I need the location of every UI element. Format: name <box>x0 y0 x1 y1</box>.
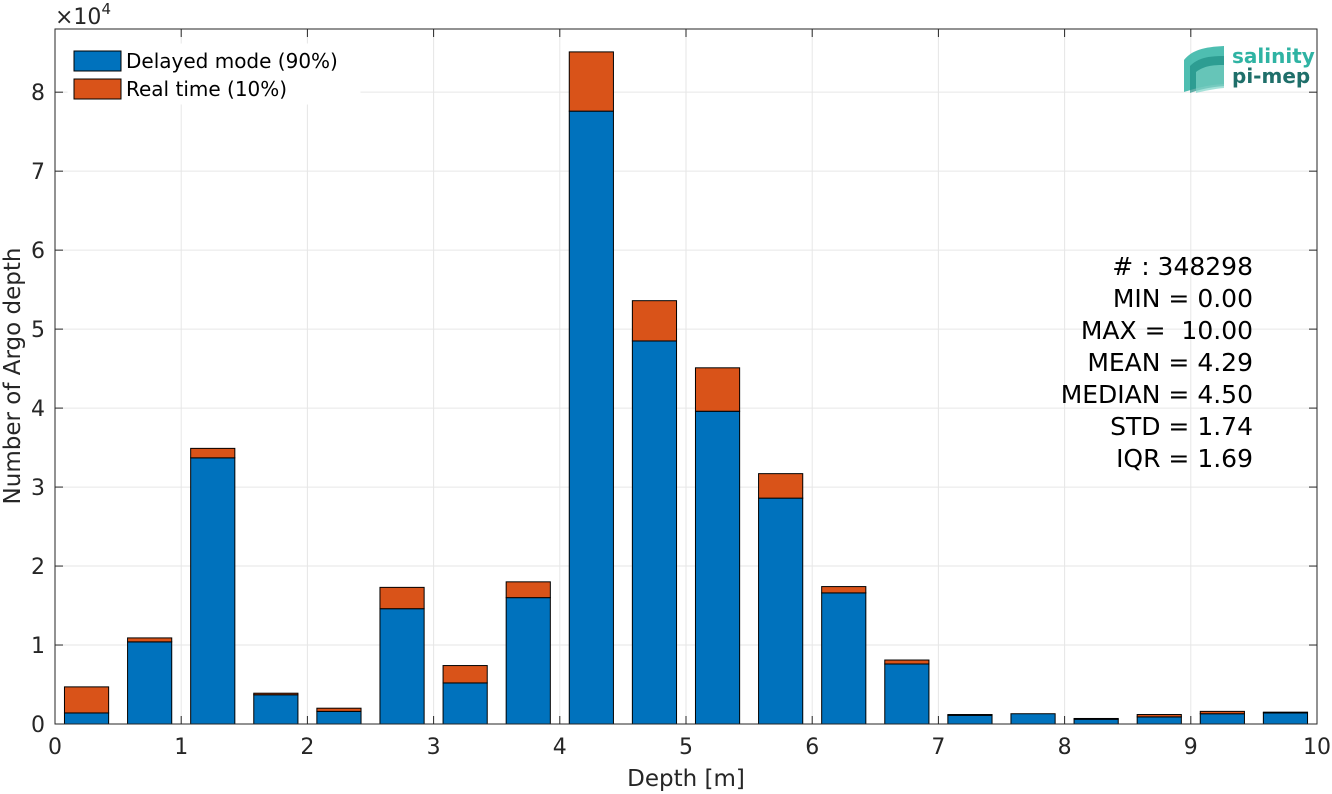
x-tick-label: 4 <box>553 735 567 760</box>
bar-real-time <box>758 473 804 499</box>
bar-real-time <box>379 586 425 610</box>
stat-median: MEDIAN = 4.50 <box>1061 380 1253 409</box>
bar-real-time <box>1073 717 1119 720</box>
bar-delayed-mode <box>568 110 614 725</box>
y-axis-ticks: 0 1 2 3 4 5 6 7 8 <box>31 81 1317 738</box>
bar-real-time <box>127 637 173 643</box>
bars <box>63 51 1309 725</box>
legend-swatch-realtime <box>73 78 122 100</box>
x-tick-label: 7 <box>931 735 945 760</box>
stat-count: # : 348298 <box>1112 252 1253 281</box>
bar-real-time <box>568 51 614 112</box>
y-multiplier: ×104 <box>55 0 111 30</box>
x-tick-label: 9 <box>1184 735 1198 760</box>
stat-max: MAX = 10.00 <box>1081 316 1253 345</box>
salinity-pi-mep-logo: salinity pi-mep <box>1184 44 1315 93</box>
y-tick-label: 6 <box>31 239 45 264</box>
bar-delayed-mode <box>1010 713 1056 725</box>
x-tick-label: 5 <box>679 735 693 760</box>
y-tick-label: 3 <box>31 476 45 501</box>
bar-real-time <box>1262 711 1309 714</box>
legend-label-delayed: Delayed mode (90%) <box>126 49 338 73</box>
stat-std: STD = 1.74 <box>1110 412 1253 441</box>
bar-delayed-mode <box>63 712 110 725</box>
bar-delayed-mode <box>505 597 551 725</box>
legend-swatch-delayed <box>73 50 122 72</box>
stat-mean: MEAN = 4.29 <box>1087 348 1253 377</box>
bar-real-time <box>190 447 236 459</box>
bar-real-time <box>316 707 362 712</box>
bar-delayed-mode <box>442 682 488 725</box>
x-tick-label: 2 <box>300 735 314 760</box>
y-tick-label: 4 <box>31 397 45 422</box>
bar-delayed-mode <box>758 497 804 725</box>
stat-iqr: IQR = 1.69 <box>1116 444 1253 473</box>
bar-delayed-mode <box>631 340 678 725</box>
bar-delayed-mode <box>316 710 362 725</box>
bar-delayed-mode <box>1136 716 1182 725</box>
stats-annotation: # : 348298 MIN = 0.00 MAX = 10.00 MEAN =… <box>1061 252 1253 473</box>
x-tick-label: 10 <box>1303 735 1331 760</box>
bar-real-time <box>253 692 299 696</box>
legend: Delayed mode (90%) Real time (10%) <box>67 43 361 105</box>
bar-delayed-mode <box>947 714 993 725</box>
wave-logo-icon <box>1184 46 1224 93</box>
bar-real-time <box>63 686 110 714</box>
y-axis-label: Number of Argo depth <box>0 248 26 505</box>
bar-real-time <box>694 367 741 412</box>
y-tick-label: 2 <box>31 555 45 580</box>
bar-delayed-mode <box>190 457 236 725</box>
bar-delayed-mode <box>127 641 173 725</box>
bar-real-time <box>821 586 867 594</box>
x-axis-ticks: 0 1 2 3 4 5 6 7 8 9 10 <box>48 29 1331 760</box>
x-axis-label: Depth [m] <box>627 766 745 792</box>
x-tick-label: 0 <box>48 735 62 760</box>
bar-real-time <box>1136 714 1182 718</box>
bar-real-time <box>947 714 993 716</box>
y-tick-label: 8 <box>31 81 45 106</box>
bar-real-time <box>442 665 488 684</box>
bar-delayed-mode <box>1073 718 1119 725</box>
x-tick-label: 1 <box>174 735 188 760</box>
y-tick-label: 0 <box>31 713 45 738</box>
x-tick-label: 8 <box>1058 735 1072 760</box>
y-tick-label: 7 <box>31 160 45 185</box>
bar-real-time <box>631 300 678 342</box>
bar-delayed-mode <box>1199 713 1245 725</box>
y-multiplier-exponent: 4 <box>101 0 111 18</box>
bar-delayed-mode <box>253 694 299 725</box>
bar-delayed-mode <box>1262 712 1309 725</box>
y-tick-label: 1 <box>31 634 45 659</box>
x-tick-label: 3 <box>427 735 441 760</box>
bar-delayed-mode <box>884 663 930 725</box>
bar-delayed-mode <box>379 608 425 725</box>
bar-real-time <box>505 581 551 599</box>
bar-delayed-mode <box>821 592 867 725</box>
y-tick-label: 5 <box>31 318 45 343</box>
bar-delayed-mode <box>694 410 741 725</box>
logo-text-pi-mep: pi-mep <box>1232 64 1310 88</box>
bar-real-time <box>884 659 930 665</box>
stat-min: MIN = 0.00 <box>1113 284 1253 313</box>
bar-real-time <box>1199 710 1245 715</box>
legend-label-realtime: Real time (10%) <box>126 77 287 101</box>
x-tick-label: 6 <box>805 735 819 760</box>
logo-text-salinity: salinity <box>1232 44 1315 68</box>
